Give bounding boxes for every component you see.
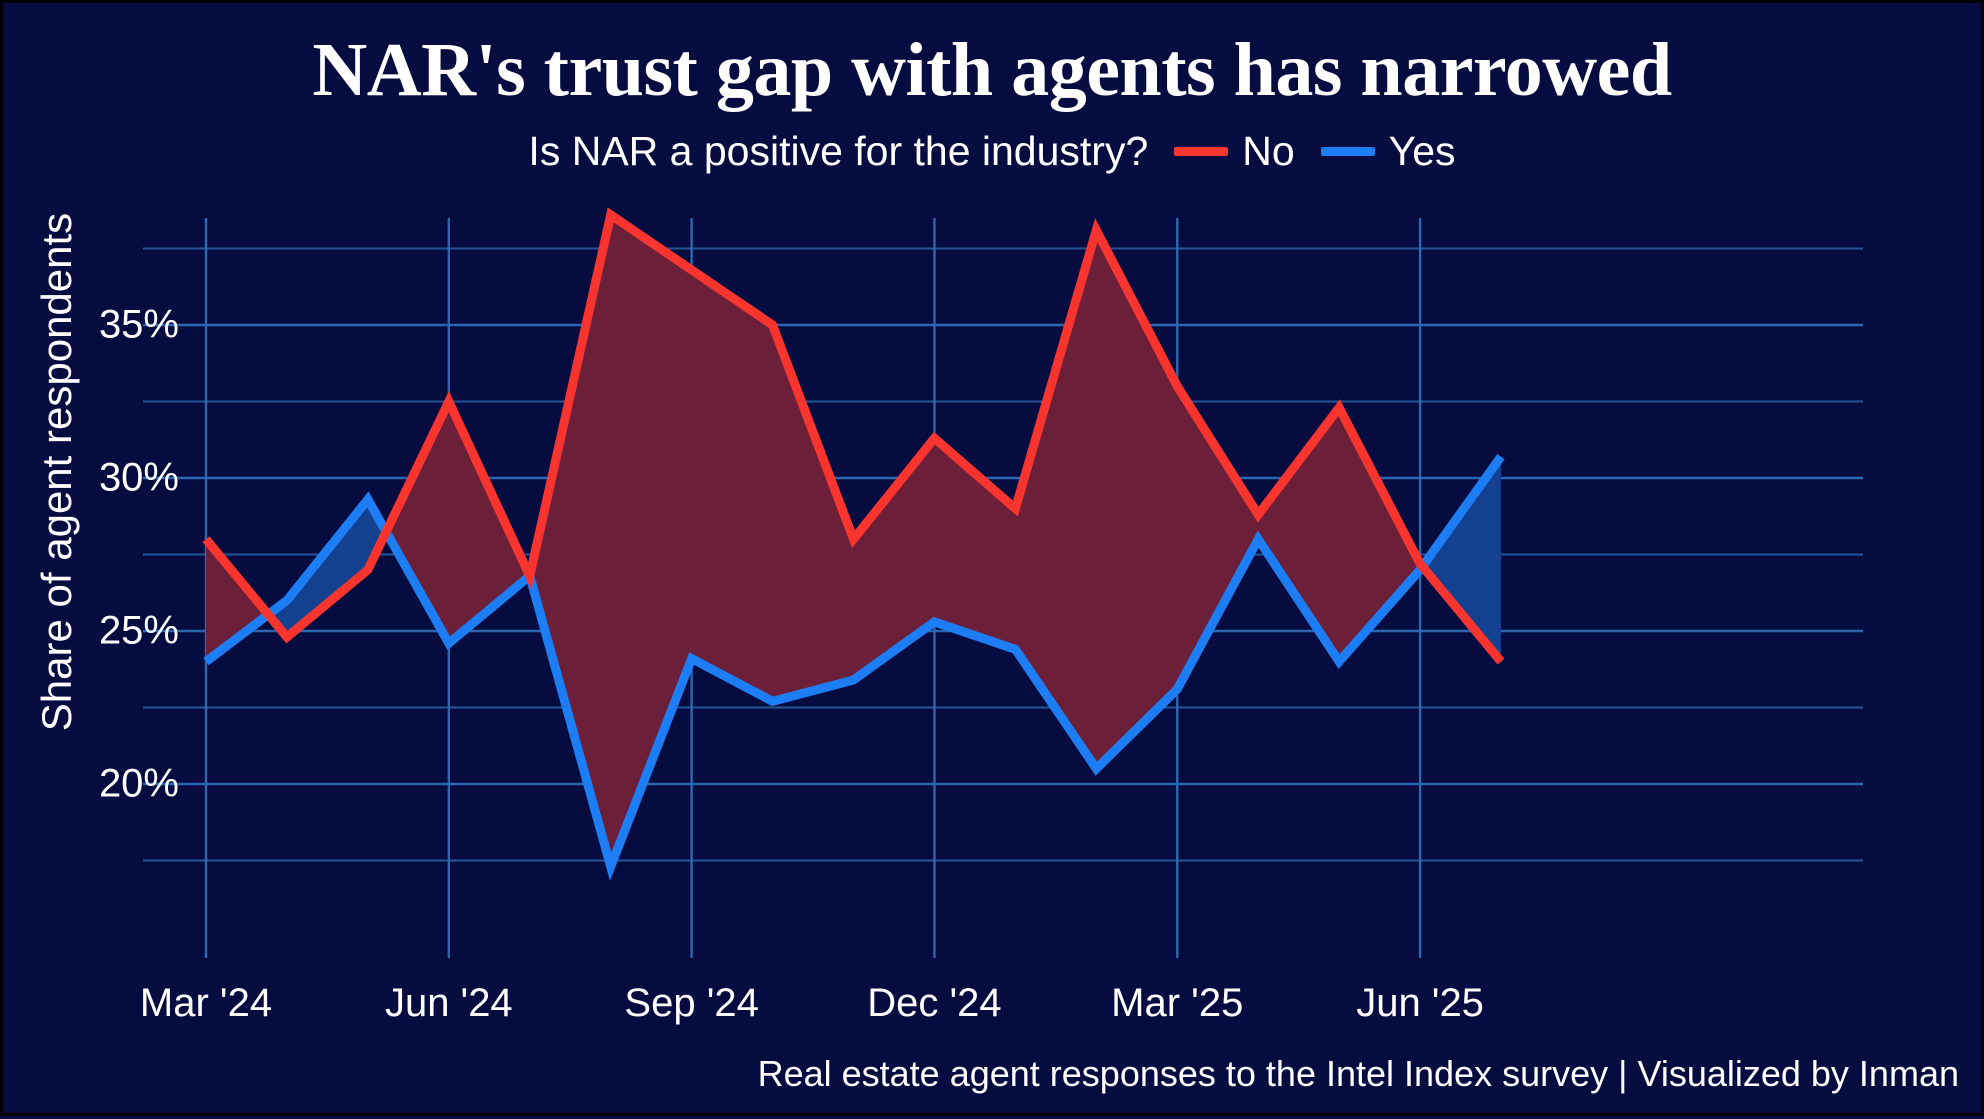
y-axis-title: Share of agent respondents [33,212,80,732]
y-axis-tick-label: 35% [98,302,179,347]
subtitle-and-legend: Is NAR a positive for the industry? No Y… [3,128,1981,175]
x-axis-tick-label: Dec '24 [867,981,1002,1025]
legend-swatch-yes-icon [1320,147,1375,156]
legend-item-no[interactable]: No [1174,128,1295,175]
legend-item-yes[interactable]: Yes [1320,128,1456,175]
y-axis-tick-label: 25% [98,608,179,653]
x-axis-tick-label: Sep '24 [624,981,759,1025]
legend-label-yes: Yes [1388,128,1456,174]
legend-label-no: No [1242,128,1295,174]
legend-swatch-no-icon [1174,147,1229,156]
x-axis-tick-label: Jun '25 [1356,981,1484,1025]
x-axis-tick-label: Mar '25 [1111,981,1244,1025]
x-axis-tick-label: Jun '24 [384,981,513,1025]
plot-area [143,207,1863,958]
chart-title: NAR's trust gap with agents has narrowed [312,28,1672,112]
y-axis-tick-label: 20% [98,761,179,806]
y-axis-ticks: 20% 25% 30% 35% [3,3,179,1113]
y-axis-tick-label: 30% [98,455,179,500]
chart-footer-caption: Real estate agent responses to the Intel… [757,1053,1959,1094]
chart-subtitle: Is NAR a positive for the industry? [528,128,1149,174]
x-axis-tick-label: Mar '24 [139,981,273,1025]
